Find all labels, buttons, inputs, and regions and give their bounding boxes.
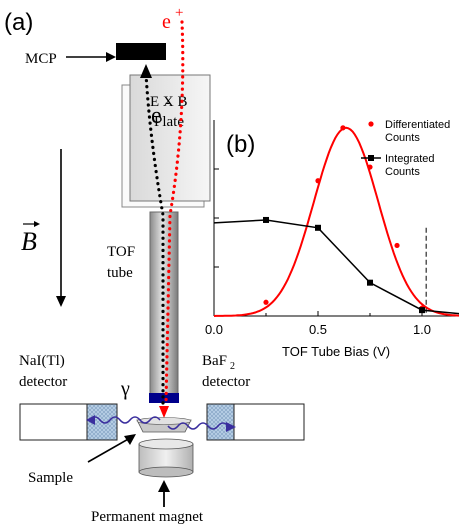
legend-differentiated-line2: Counts	[385, 132, 420, 144]
data-point-differentiated	[340, 125, 346, 131]
nai-detector	[19, 403, 118, 441]
data-point-differentiated	[263, 299, 269, 305]
data-point-differentiated	[367, 164, 373, 170]
magnet-top	[138, 438, 194, 450]
baf-subscript: 2	[230, 361, 235, 372]
positron-label: e	[162, 11, 171, 33]
legend-marker-differentiated	[368, 121, 374, 127]
panel-b-chart: 0.0 0.5 1.0 (b) Differentiated Counts Inte…	[205, 119, 459, 359]
electron-arrow-head	[140, 64, 152, 78]
permanent-magnet	[138, 438, 194, 478]
data-point-differentiated	[315, 178, 321, 184]
sample-arrow-line	[87, 437, 131, 463]
sample-arrow-head	[124, 434, 136, 445]
panel-a-label: (a)	[4, 9, 33, 36]
exb-label-line1: E X B	[150, 94, 188, 110]
x-tick-label: 0.0	[205, 322, 223, 337]
chart-y-ticks	[214, 168, 219, 268]
field-vector-head	[34, 221, 40, 227]
data-point-differentiated	[394, 242, 400, 249]
magnet-bottom	[138, 466, 194, 478]
tof-label-line2: tube	[107, 265, 133, 281]
gamma-arrow-left	[86, 415, 95, 425]
gamma-symbol: γ	[120, 378, 130, 400]
x-tick-label: 0.5	[309, 322, 327, 337]
x-tick-label: 1.0	[413, 322, 431, 337]
chart-x-ticks: 0.0 0.5 1.0	[205, 311, 431, 337]
mcp-label: MCP	[25, 51, 57, 67]
field-symbol: B	[21, 227, 37, 256]
chart-x-axis-label: TOF Tube Bias (V)	[282, 344, 390, 359]
positron-arrow-head	[159, 406, 169, 418]
magnet-label: Permanent magnet	[91, 509, 204, 525]
magnet-arrow-head	[158, 480, 170, 492]
chart-plot-area	[214, 120, 459, 316]
legend-differentiated-line1: Differentiated	[385, 119, 450, 131]
chart-legend: Differentiated Counts Integrated Counts	[361, 119, 450, 178]
legend-integrated-line1: Integrated	[385, 153, 435, 165]
gamma-arrow-right	[226, 422, 236, 432]
baf-detector-crystal	[206, 403, 235, 441]
electron-trajectory	[144, 72, 165, 405]
chart-markers	[263, 125, 425, 314]
electron-superscript: -	[165, 95, 170, 111]
gamma-wave-left	[89, 416, 161, 424]
electron-label: e	[151, 103, 162, 129]
baf-label-line2: detector	[202, 374, 250, 390]
mcp-arrow-head	[106, 52, 116, 62]
mcp-plate	[116, 43, 166, 60]
positron-superscript: +	[175, 5, 183, 21]
positron-trajectory	[164, 20, 185, 405]
data-point-integrated	[263, 216, 269, 223]
tof-label-line1: TOF	[107, 244, 135, 260]
panel-b-label: (b)	[226, 131, 255, 158]
legend-integrated-line2: Counts	[385, 166, 420, 178]
baf-detector	[206, 403, 305, 441]
baf-label-line1: BaF	[202, 353, 227, 369]
data-point-integrated	[419, 307, 425, 314]
legend-marker-integrated	[368, 155, 374, 161]
exb-plate-front	[129, 74, 211, 202]
nai-label-line1: NaI(Tl)	[19, 353, 65, 369]
nai-label-line2: detector	[19, 374, 67, 390]
panel-a: (a) MCP E X B Plate B TOF tube e + e -	[4, 5, 305, 525]
gamma-wave-right	[167, 422, 229, 430]
series-integrated-line	[213, 219, 459, 315]
exb-label-line2: Plate	[154, 114, 184, 130]
field-arrow-head	[56, 296, 66, 307]
data-point-integrated	[315, 224, 321, 231]
sample-label: Sample	[28, 470, 73, 486]
data-point-integrated	[367, 279, 373, 286]
